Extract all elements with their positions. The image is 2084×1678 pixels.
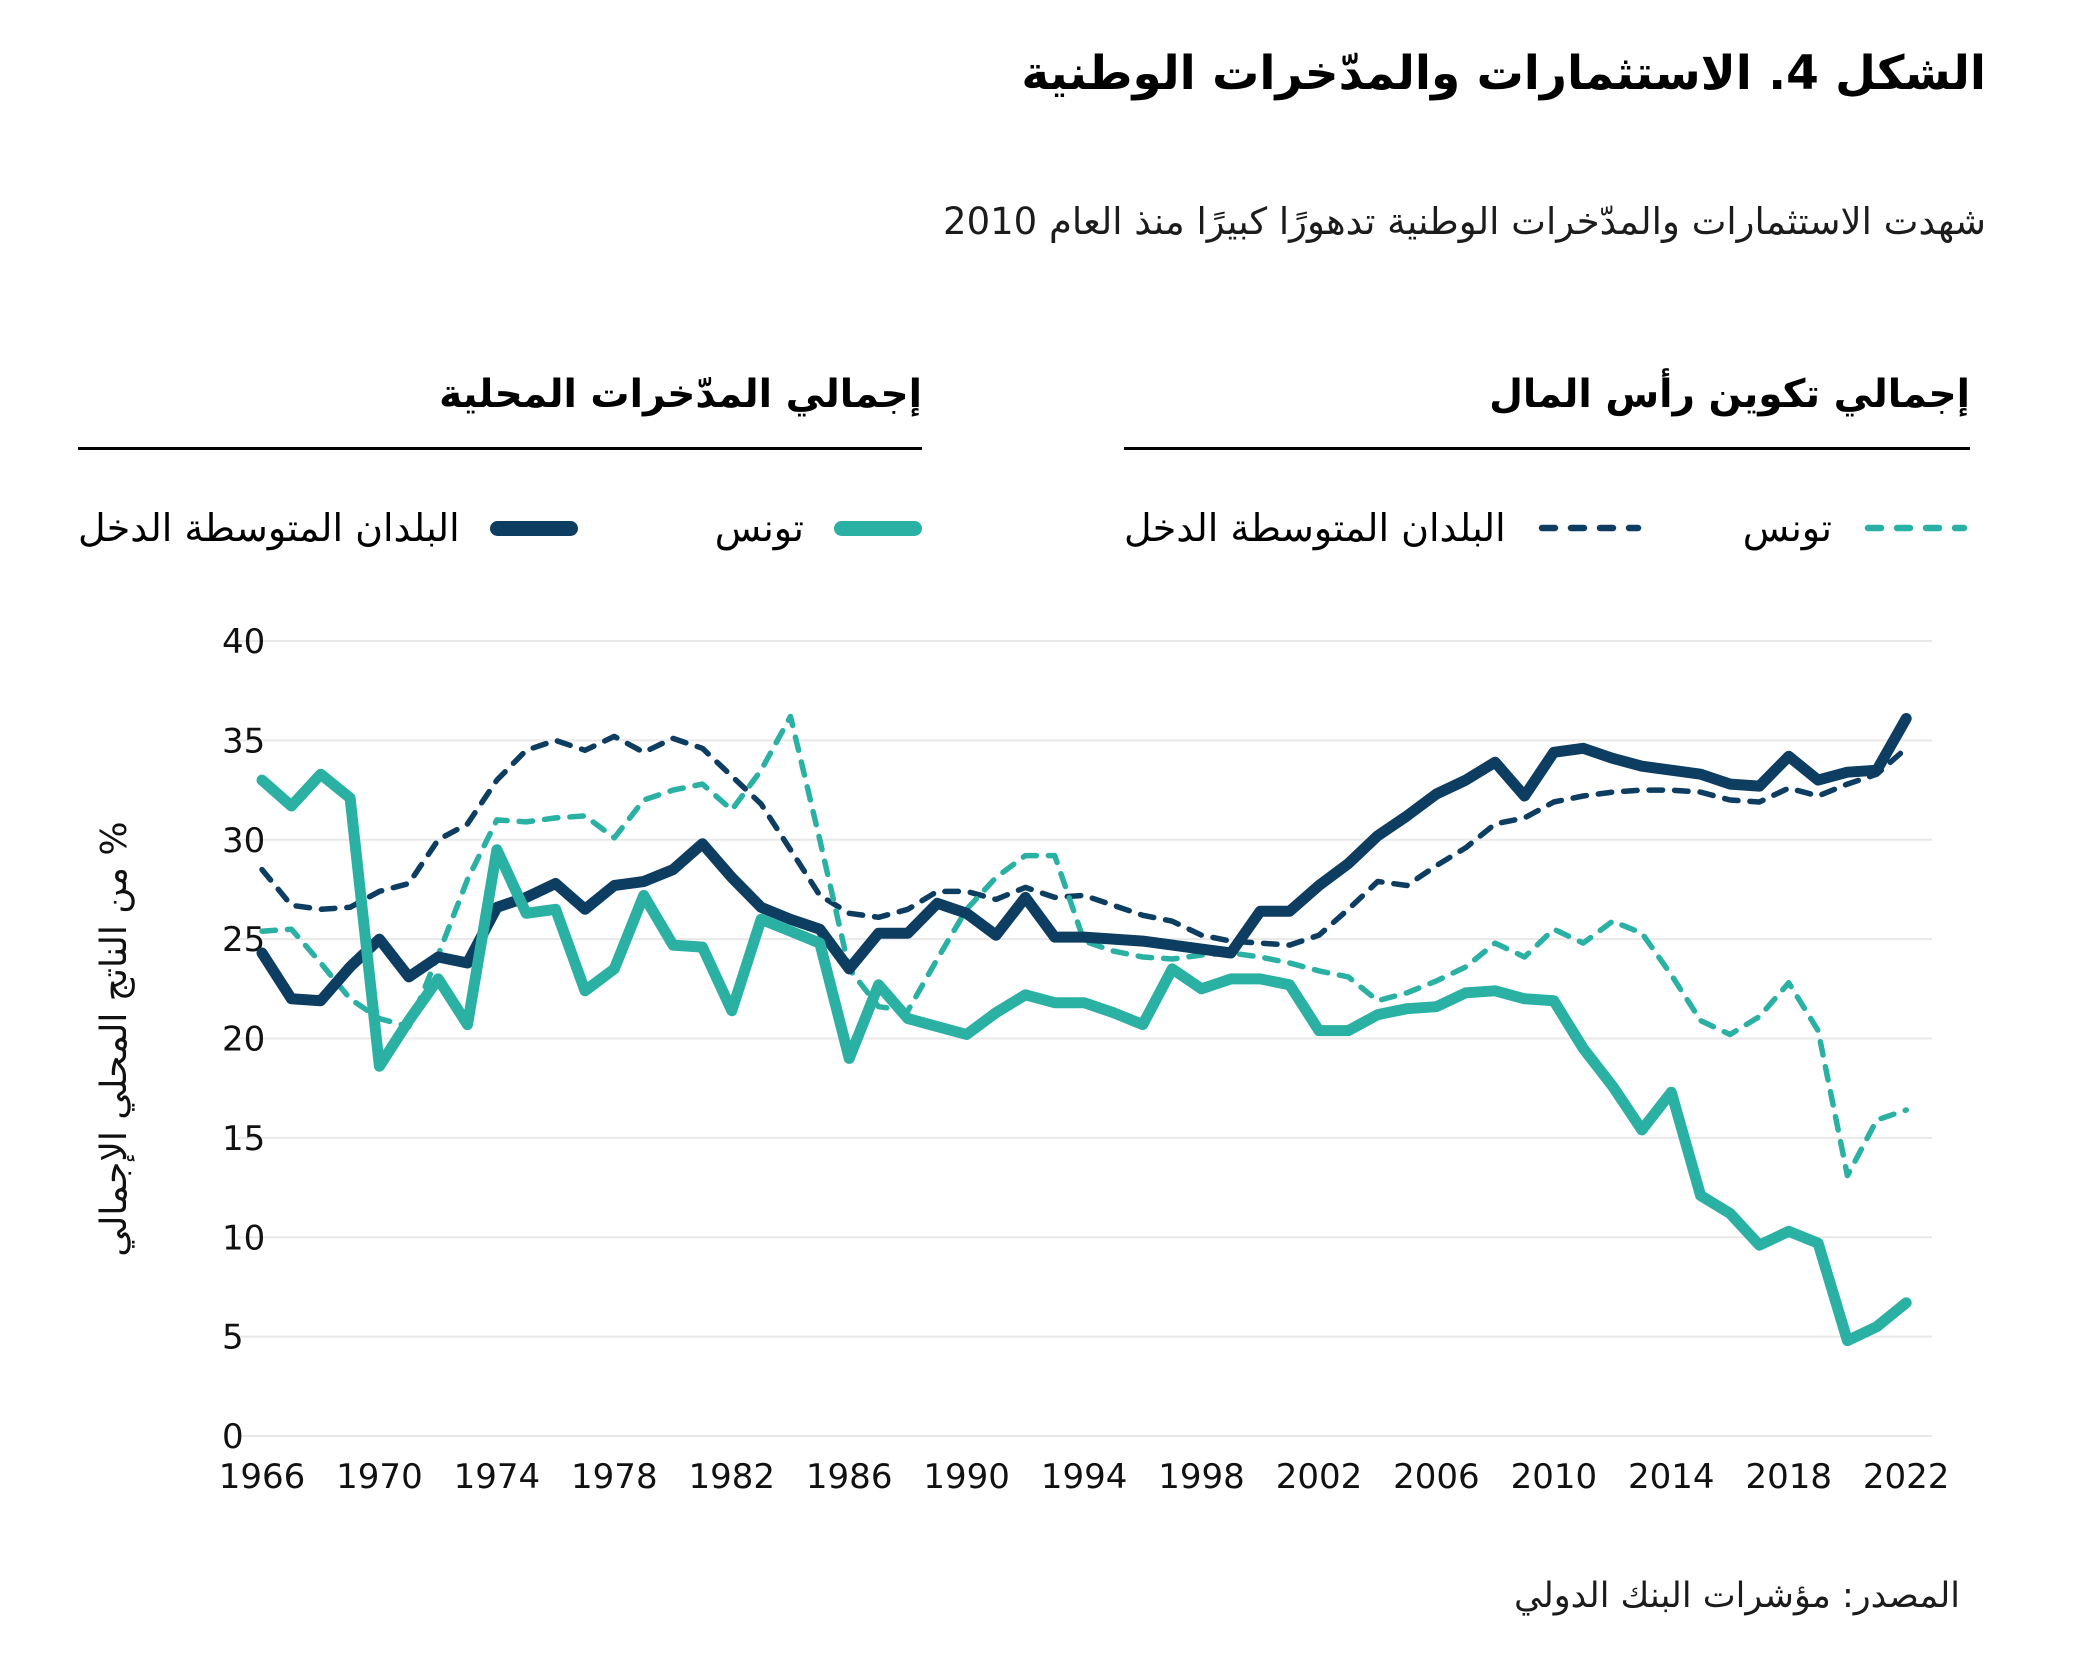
y-tick-label: 15 — [222, 1119, 265, 1159]
y-axis-title: % من الناتج المحلي الإجمالي — [94, 821, 135, 1256]
legend-group-capital-title: إجمالي تكوين رأس المال — [1124, 372, 1970, 450]
legend-label: البلدان المتوسطة الدخل — [1124, 506, 1506, 550]
legend-items-capital: تونس البلدان المتوسطة الدخل — [1124, 506, 1970, 550]
legend-label: تونس — [1742, 506, 1832, 550]
legend-item-savings-0: تونس — [715, 506, 922, 550]
y-tick-label: 5 — [222, 1318, 244, 1358]
legend-label: تونس — [714, 506, 804, 550]
x-tick-label: 2002 — [1276, 1457, 1363, 1497]
series-line-mic-domestic-savings — [256, 713, 1912, 1007]
y-tick-label: 20 — [222, 1020, 265, 1060]
legend-swatch-solid-line-icon — [834, 520, 922, 536]
x-tick-label: 2014 — [1628, 1457, 1715, 1497]
legend-group-savings-title: إجمالي المدّخرات المحلية — [78, 372, 922, 450]
x-tick-label: 2006 — [1393, 1457, 1480, 1497]
legend-item-capital-0: تونس — [1743, 506, 1970, 550]
y-tick-label: 0 — [222, 1417, 244, 1457]
figure-subtitle: شهدت الاستثمارات والمدّخرات الوطنية تدهو… — [943, 200, 1986, 243]
legend-items-savings: تونس البلدان المتوسطة الدخل — [78, 506, 922, 550]
series-line-mic-capital-formation — [259, 733, 1909, 948]
x-tick-label: 1974 — [454, 1457, 541, 1497]
source-note: المصدر: مؤشرات البنك الدولي — [1513, 1576, 1960, 1616]
x-tick-label: 1994 — [1041, 1457, 1128, 1497]
figure-title: الشكل 4. الاستثمارات والمدّخرات الوطنية — [1021, 46, 1986, 101]
y-tick-label: 35 — [222, 721, 265, 761]
x-tick-label: 2018 — [1745, 1457, 1832, 1497]
x-tick-label: 2022 — [1863, 1457, 1950, 1497]
y-tick-label: 40 — [222, 622, 265, 662]
x-tick-label: 1970 — [336, 1457, 423, 1497]
series-line-tunisia-domestic-savings — [256, 768, 1912, 1347]
legend-item-capital-1: البلدان المتوسطة الدخل — [1124, 506, 1644, 550]
legend-label: البلدان المتوسطة الدخل — [78, 506, 460, 550]
legend-group-domestic-savings: إجمالي المدّخرات المحلية تونس البلدان الم… — [78, 372, 922, 550]
y-tick-label: 10 — [222, 1218, 265, 1258]
x-tick-label: 1982 — [688, 1457, 775, 1497]
legend-swatch-solid-line-icon — [489, 520, 578, 536]
x-tick-label: 1998 — [1158, 1457, 1245, 1497]
x-tick-label: 1978 — [571, 1457, 658, 1497]
legend-swatch-dashed-line-icon — [1538, 524, 1641, 532]
chart-area: 0 5 10 15 20 25 30 35 40 1966 1970 1974 1978 1982 1986… — [0, 560, 2084, 1540]
x-tick-label: 1966 — [219, 1457, 306, 1497]
legend-group-capital-formation: إجمالي تكوين رأس المال تونس البلدان المتو… — [1124, 372, 1970, 550]
x-tick-label: 1986 — [806, 1457, 893, 1497]
series-line-tunisia-capital-formation — [259, 713, 1909, 1179]
legend-item-savings-1: البلدان المتوسطة الدخل — [78, 506, 578, 550]
x-tick-label: 2010 — [1511, 1457, 1598, 1497]
y-tick-label: 30 — [222, 821, 265, 861]
legend-swatch-dashed-line-icon — [1864, 524, 1968, 532]
x-tick-label: 1990 — [923, 1457, 1010, 1497]
